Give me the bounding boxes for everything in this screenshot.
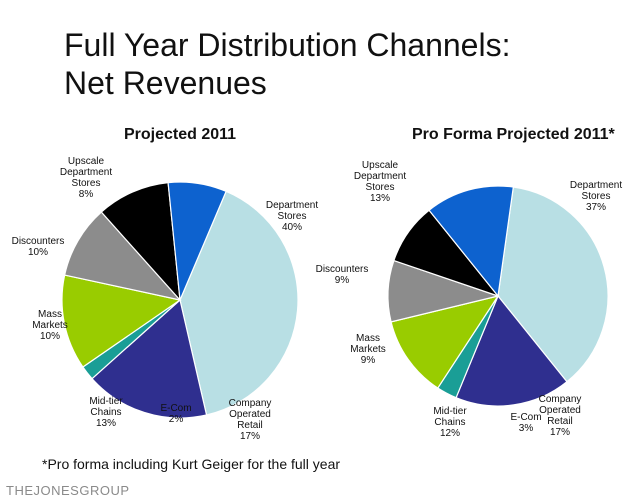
slice-label-mid-tier-chains: Mid-tier Chains 12% xyxy=(433,406,467,439)
pie-slice-discounters xyxy=(100,181,181,302)
pie-slice-company-operated-retail xyxy=(91,298,208,419)
slice-label-mid-tier-chains: Mid-tier Chains 13% xyxy=(89,396,123,429)
pie-slice-upscale-department-stores xyxy=(167,181,227,301)
slice-label-discounters: Discounters 10% xyxy=(12,236,65,258)
slide-title-line1: Full Year Distribution Channels: xyxy=(64,27,511,63)
slide-title: Full Year Distribution Channels: Net Rev… xyxy=(64,26,510,102)
slice-label-company-operated-retail: Company Operated Retail 17% xyxy=(539,394,582,438)
slice-label-department-stores: Department Stores 40% xyxy=(266,200,318,233)
pie-slice-upscale-department-stores xyxy=(428,185,514,298)
pie-chart-pro-forma: Department Stores 37% Company Operated Retail… xyxy=(316,160,623,439)
pie-slice-mid-tier-chains xyxy=(390,295,500,389)
pie-chart-projected: Department Stores 40% Company Operated Retail… xyxy=(12,156,319,442)
company-logo: THEJONESGROUP xyxy=(6,483,130,498)
pie-slice-mid-tier-chains xyxy=(61,274,182,368)
pie-slice-department-stores xyxy=(179,190,299,416)
footnote: *Pro forma including Kurt Geiger for the… xyxy=(42,456,341,472)
pie-slice-department-stores xyxy=(497,186,609,383)
chart-title-projected: Projected 2011 xyxy=(124,126,237,143)
slice-label-discounters: Discounters 9% xyxy=(316,264,369,286)
slice-label-mass-markets: Mass Markets 10% xyxy=(32,309,68,342)
chart-title-pro-forma: Pro Forma Projected 2011* xyxy=(412,126,615,143)
slide-title-line2: Net Revenues xyxy=(64,65,267,101)
slice-label-department-stores: Department Stores 37% xyxy=(570,180,622,213)
slice-label-e-com: E-Com 2% xyxy=(160,403,191,425)
slice-label-company-operated-retail: Company Operated Retail 17% xyxy=(229,398,272,442)
slice-label-mass-markets: Mass Markets 9% xyxy=(350,333,386,366)
pie-slice-mass-markets xyxy=(63,211,182,301)
slice-label-upscale-department-stores: Upscale Department Stores 13% xyxy=(354,160,406,204)
pie-slice-company-operated-retail xyxy=(455,294,568,407)
slice-label-e-com: E-Com 3% xyxy=(510,412,541,434)
slice-label-upscale-department-stores: Upscale Department Stores 8% xyxy=(60,156,112,200)
